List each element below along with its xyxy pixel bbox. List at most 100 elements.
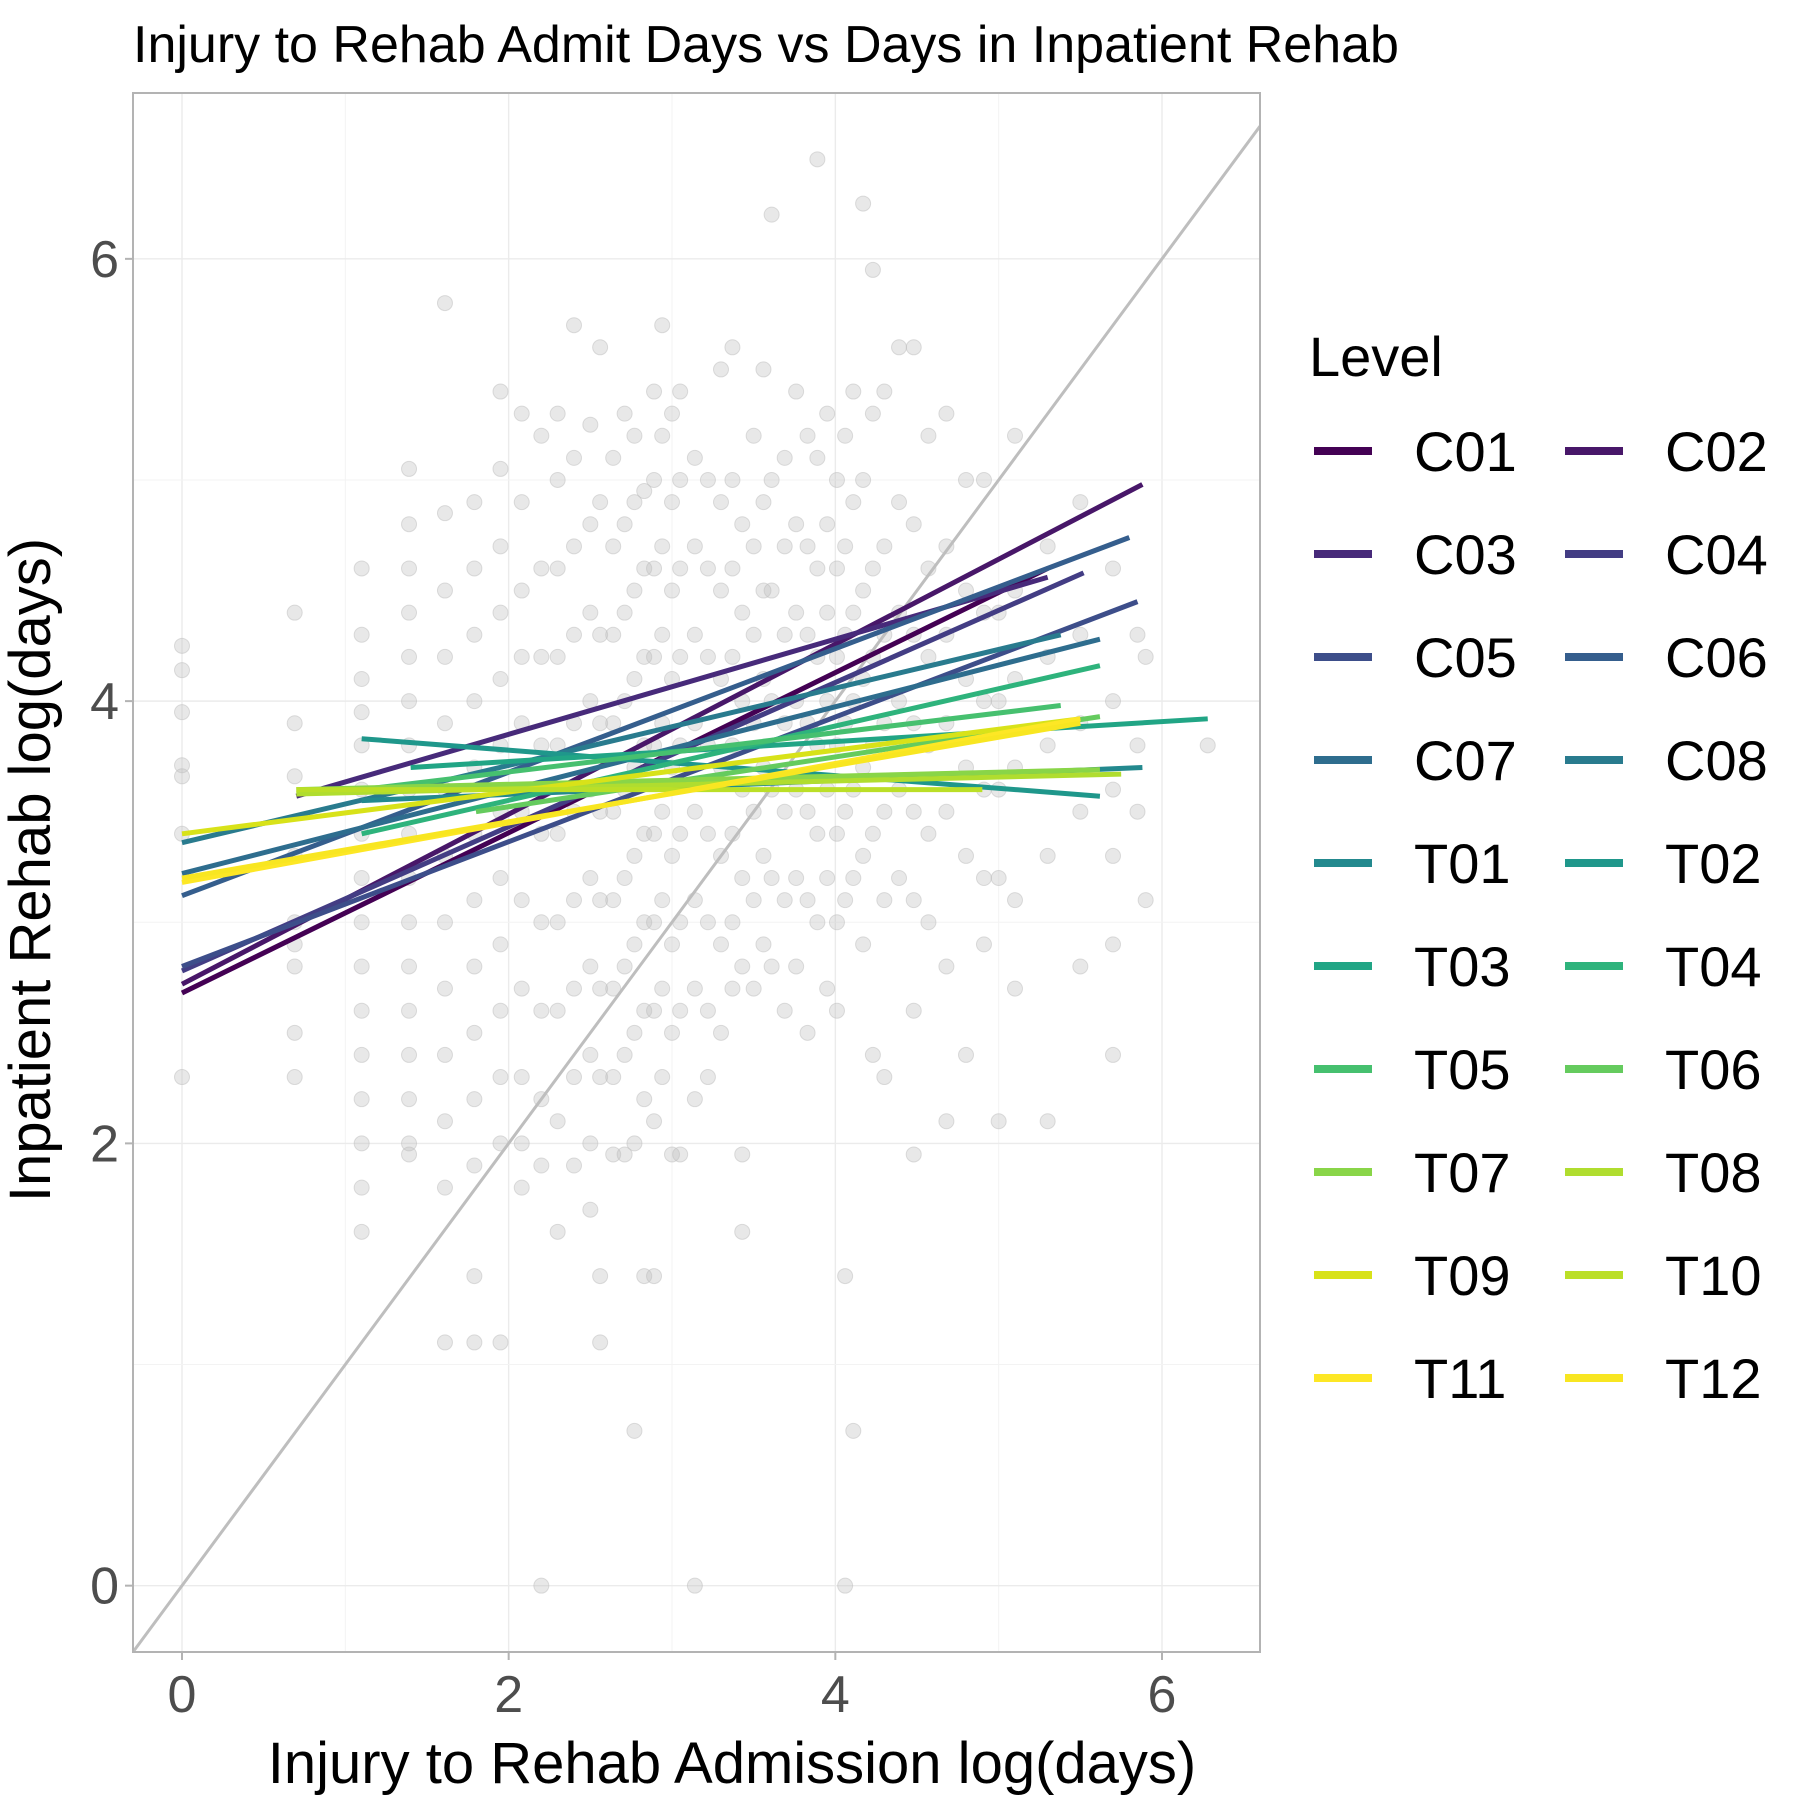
scatter-point xyxy=(492,1002,509,1019)
scatter-point xyxy=(466,1091,483,1108)
plot-border xyxy=(132,92,1261,1653)
scatter-point xyxy=(492,1334,509,1351)
scatter-point xyxy=(1072,494,1089,511)
scatter-point xyxy=(699,648,716,665)
scatter-point xyxy=(616,604,633,621)
scatter-point xyxy=(436,1334,453,1351)
scatter-point xyxy=(592,980,609,997)
legend-label: T01 xyxy=(1414,832,1511,895)
x-tick-label: 0 xyxy=(168,1666,197,1724)
scatter-point xyxy=(492,538,509,555)
legend-item-t01: T01 xyxy=(1314,832,1511,895)
series-line-t04 xyxy=(361,663,1101,837)
scatter-point xyxy=(958,1046,974,1063)
legend-item-t03: T03 xyxy=(1314,935,1511,998)
scatter-point xyxy=(837,892,854,909)
scatter-point xyxy=(837,803,854,820)
scatter-point xyxy=(466,693,483,710)
legend-item-t07: T07 xyxy=(1314,1141,1511,1204)
y-tick-label: 6 xyxy=(90,231,119,289)
scatter-point xyxy=(713,582,729,599)
legend-label: T04 xyxy=(1665,935,1762,998)
legend-item-t06: T06 xyxy=(1565,1038,1762,1101)
scatter-point xyxy=(734,1223,751,1240)
scatter-point xyxy=(654,538,671,555)
legend-item-c04: C04 xyxy=(1565,523,1768,586)
y-tick-label: 0 xyxy=(90,1558,119,1616)
scatter-point xyxy=(401,958,418,975)
scatter-point xyxy=(699,1002,716,1019)
scatter-point xyxy=(592,339,609,356)
scatter-point xyxy=(513,582,530,599)
scatter-point xyxy=(513,405,530,422)
scatter-point xyxy=(920,825,937,842)
scatter-point xyxy=(745,538,762,555)
scatter-point xyxy=(492,671,509,688)
scatter-point xyxy=(788,958,805,975)
legend-item-t10: T10 xyxy=(1565,1244,1762,1307)
scatter-point xyxy=(626,671,643,688)
scatter-point xyxy=(809,151,826,168)
scatter-point xyxy=(592,715,609,732)
scatter-point xyxy=(1129,626,1146,643)
scatter-point xyxy=(799,538,816,555)
scatter-point xyxy=(654,1069,671,1086)
scatter-point xyxy=(855,195,872,212)
scatter-point xyxy=(582,958,599,975)
scatter-point xyxy=(713,494,729,511)
scatter-point xyxy=(492,1069,509,1086)
scatter-point xyxy=(1137,892,1154,909)
scatter-point xyxy=(672,648,689,665)
scatter-point xyxy=(286,768,303,785)
scatter-point xyxy=(855,847,872,864)
scatter-point xyxy=(466,1157,483,1174)
legend-item-c06: C06 xyxy=(1565,626,1768,689)
scatter-point xyxy=(905,803,922,820)
scatter-point xyxy=(686,803,703,820)
scatter-point xyxy=(1129,803,1146,820)
scatter-point xyxy=(799,892,816,909)
legend-label: C07 xyxy=(1414,729,1517,792)
scatter-point xyxy=(1105,560,1121,577)
scatter-point xyxy=(713,936,729,953)
scatter-point xyxy=(876,538,893,555)
scatter-point xyxy=(436,582,453,599)
legend-label: C08 xyxy=(1665,729,1768,792)
legend-item-c08: C08 xyxy=(1565,729,1768,792)
scatter-point xyxy=(686,538,703,555)
scatter-point xyxy=(549,648,566,665)
scatter-point xyxy=(626,847,643,864)
legend-item-t12: T12 xyxy=(1565,1347,1762,1410)
scatter-point xyxy=(763,471,780,488)
scatter-point xyxy=(401,648,418,665)
plot-panel xyxy=(132,92,1261,1653)
y-tick-label: 2 xyxy=(90,1115,119,1173)
scatter-point xyxy=(582,1046,599,1063)
scatter-point xyxy=(549,471,566,488)
legend-label: C03 xyxy=(1414,523,1517,586)
scatter-point xyxy=(905,1002,922,1019)
scatter-point xyxy=(549,560,566,577)
scatter-point xyxy=(975,870,992,887)
series-line-t05 xyxy=(361,703,1062,793)
scatter-point xyxy=(533,560,550,577)
scatter-point xyxy=(436,715,453,732)
scatter-point xyxy=(466,626,483,643)
scatter-point xyxy=(436,914,453,931)
scatter-point xyxy=(174,1069,190,1086)
scatter-point xyxy=(592,1069,609,1086)
scatter-point xyxy=(286,1024,303,1041)
scatter-point xyxy=(776,1002,793,1019)
scatter-point xyxy=(686,626,703,643)
scatter-point xyxy=(990,693,1007,710)
scatter-point xyxy=(734,604,751,621)
x-axis: 0 2 4 6 xyxy=(168,1652,1176,1724)
scatter-point xyxy=(466,1334,483,1351)
scatter-point xyxy=(876,803,893,820)
scatter-point xyxy=(819,980,836,997)
scatter-point xyxy=(605,892,622,909)
scatter-point xyxy=(1105,693,1121,710)
scatter-point xyxy=(654,317,671,334)
scatter-point xyxy=(745,427,762,444)
scatter-point xyxy=(788,516,805,533)
